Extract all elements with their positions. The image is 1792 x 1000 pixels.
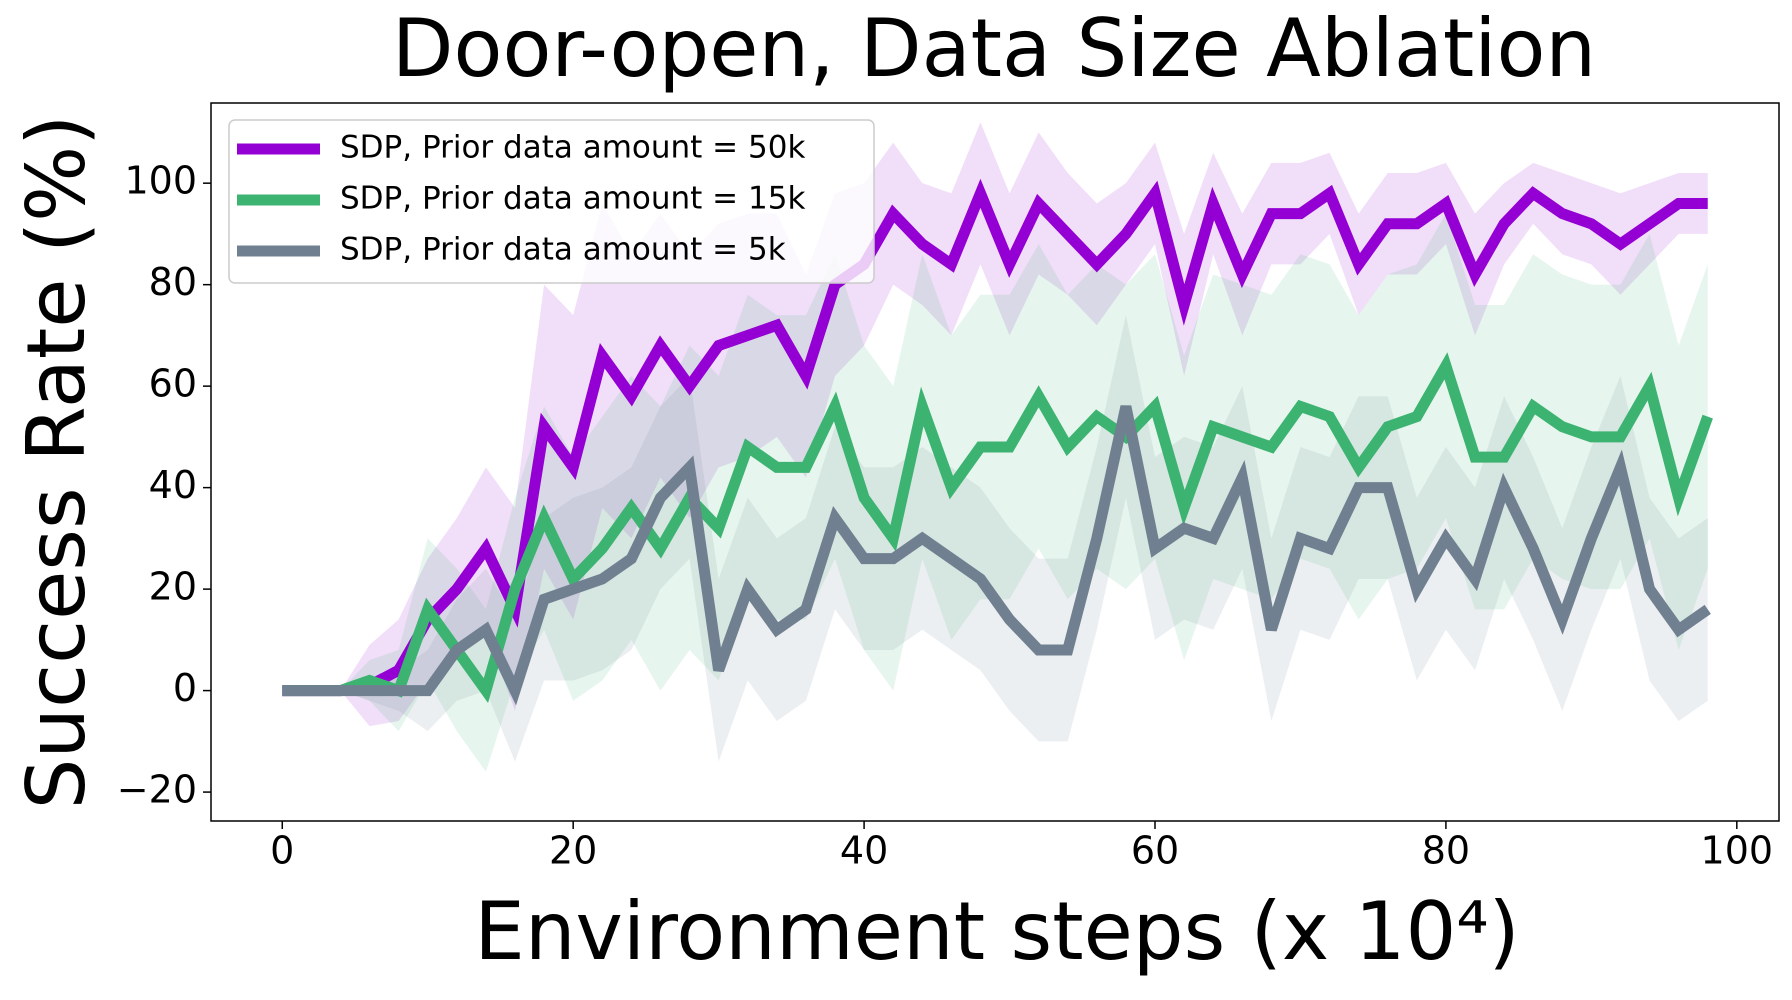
- legend: SDP, Prior data amount = 50k SDP, Prior d…: [228, 119, 875, 284]
- y-tick-label: 100: [124, 159, 197, 203]
- series-line: [282, 352, 1713, 704]
- lines: [282, 178, 1713, 706]
- x-axis-label: Environment steps (x 10⁴): [474, 885, 1519, 978]
- x-tick-label: 80: [1422, 829, 1470, 873]
- legend-label: SDP, Prior data amount = 50k: [340, 130, 805, 166]
- y-tick-label: 80: [149, 260, 197, 304]
- legend-box: [228, 119, 875, 284]
- legend-label: SDP, Prior data amount = 5k: [340, 232, 786, 268]
- chart-title: Door-open, Data Size Ablation: [392, 2, 1596, 95]
- error-band: [282, 315, 1708, 762]
- legend-label: SDP, Prior data amount = 15k: [340, 181, 805, 217]
- x-tick-label: 40: [840, 829, 888, 873]
- x-tick-label: 100: [1701, 829, 1774, 873]
- x-tick-label: 20: [549, 829, 597, 873]
- error-band: [282, 213, 1708, 772]
- series-line: [282, 405, 1711, 706]
- y-tick-label: 60: [149, 362, 197, 406]
- y-tick-label: −20: [117, 768, 197, 812]
- y-tick-label: 0: [173, 666, 197, 710]
- plot-frame: [210, 102, 1780, 822]
- x-tick-label: 60: [1131, 829, 1179, 873]
- x-tick-label: 0: [270, 829, 294, 873]
- y-tick-label: 20: [149, 565, 197, 609]
- y-tick-label: 40: [149, 463, 197, 507]
- y-axis-label: Success Rate (%): [10, 115, 103, 810]
